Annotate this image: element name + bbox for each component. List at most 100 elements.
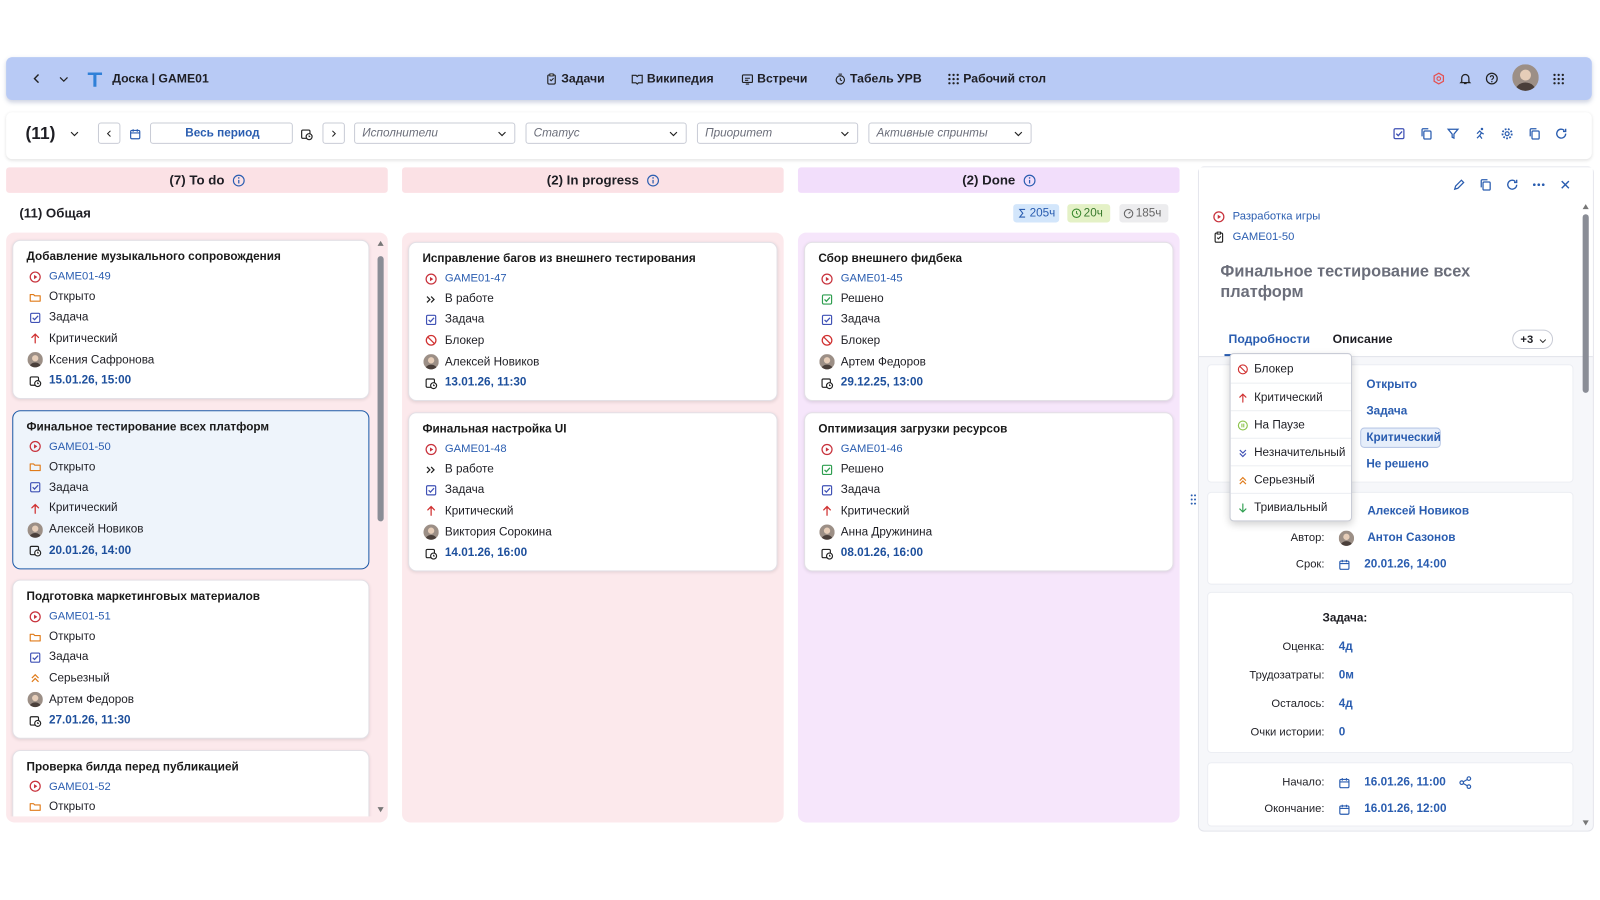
toolbar-action[interactable] bbox=[1500, 127, 1514, 141]
panel-action[interactable] bbox=[1505, 178, 1519, 192]
card-priority: Серьезный bbox=[48, 672, 110, 685]
badge-value: 20ч bbox=[1083, 207, 1103, 220]
scrollbar-thumb[interactable] bbox=[377, 256, 384, 522]
card-due: 13.01.26, 11:30 bbox=[444, 376, 527, 389]
task-card[interactable]: Добавление музыкального сопровождения GAM… bbox=[12, 239, 370, 399]
filter-select[interactable]: Статус bbox=[525, 122, 687, 144]
help-button[interactable] bbox=[1485, 71, 1499, 85]
prev-period-button[interactable] bbox=[97, 122, 121, 144]
scrollbar-thumb[interactable] bbox=[1582, 214, 1589, 393]
share-button[interactable] bbox=[1458, 776, 1472, 790]
filter-select[interactable]: Приоритет bbox=[696, 122, 859, 144]
icon-part bbox=[548, 72, 554, 76]
card-priority-icon bbox=[426, 505, 435, 516]
task-card[interactable]: Подготовка маркетинговых материалов GAME0… bbox=[12, 579, 370, 739]
panel-action[interactable] bbox=[1479, 178, 1493, 192]
dropdown-option[interactable]: На Паузе bbox=[1230, 410, 1352, 438]
history-button[interactable] bbox=[57, 72, 70, 85]
task-card[interactable]: Оптимизация загрузки ресурсов GAME01-46 Ре… bbox=[804, 412, 1174, 572]
card-status: Открыто bbox=[48, 291, 96, 304]
start-value: 16.01.26, 11:00 bbox=[1364, 776, 1446, 789]
filter-select[interactable]: Исполнители bbox=[354, 122, 516, 144]
column-header: (7) To do bbox=[6, 167, 388, 193]
apps-button[interactable] bbox=[1552, 72, 1565, 85]
icon-part bbox=[1237, 363, 1248, 374]
info-icon[interactable] bbox=[232, 173, 246, 187]
bell-button[interactable] bbox=[1458, 71, 1472, 85]
project-link: Разработка игры bbox=[1232, 210, 1321, 223]
card-status-icon bbox=[426, 295, 435, 303]
icon-part bbox=[1480, 179, 1488, 188]
icon-part bbox=[1482, 181, 1491, 191]
dropdown-option[interactable]: Тривиальный bbox=[1230, 492, 1352, 521]
filter-select[interactable]: Активные спринты bbox=[868, 122, 1032, 144]
task-card[interactable]: Исправление багов из внешнего тестирован… bbox=[408, 241, 778, 402]
icon-part bbox=[427, 527, 434, 535]
task-card[interactable]: Финальная настройка UI GAME01-48 В работе З… bbox=[408, 412, 778, 572]
task-card[interactable]: Финальное тестирование всех платформ GAME… bbox=[12, 409, 370, 569]
icon-part bbox=[308, 134, 310, 137]
info-icon[interactable] bbox=[1022, 173, 1036, 187]
nav-item[interactable]: Табель УРВ bbox=[832, 67, 924, 89]
period-history-button[interactable] bbox=[299, 127, 313, 140]
nav-icon bbox=[947, 73, 959, 84]
icon-part bbox=[1023, 174, 1036, 187]
icon-part bbox=[956, 73, 959, 76]
icon-part bbox=[27, 352, 43, 368]
icon-part bbox=[29, 652, 40, 663]
dropdown-option[interactable]: Критический bbox=[1230, 382, 1352, 411]
scrollbar-down bbox=[1582, 820, 1589, 826]
more-tabs-button[interactable]: +3 bbox=[1512, 329, 1554, 349]
icon-part bbox=[1453, 179, 1465, 191]
nav-icon bbox=[835, 73, 845, 85]
panel-action[interactable] bbox=[1532, 178, 1546, 192]
nav-item[interactable]: Рабочий стол bbox=[945, 67, 1057, 89]
card-priority-icon bbox=[30, 673, 39, 683]
card-assignee: Ксения Сафронова bbox=[48, 353, 155, 367]
drag-handle[interactable] bbox=[1186, 492, 1199, 505]
calendar-button[interactable] bbox=[128, 127, 141, 140]
dropdown-option[interactable]: Блокер bbox=[1231, 355, 1351, 383]
icon-part bbox=[1338, 804, 1350, 815]
icon-part bbox=[1339, 804, 1349, 809]
toolbar-action[interactable] bbox=[1554, 127, 1568, 141]
task-card[interactable]: Сбор внешнего фидбека GAME01-45 Решено Зада… bbox=[804, 241, 1174, 402]
icon-part bbox=[1339, 559, 1349, 564]
next-period-button[interactable] bbox=[322, 122, 345, 144]
nav-item[interactable]: Задачи bbox=[543, 67, 635, 89]
dropdown-option[interactable]: Незначительный bbox=[1230, 437, 1352, 466]
toolbar-action[interactable] bbox=[1392, 127, 1406, 141]
card-assignee-icon bbox=[27, 522, 43, 538]
icon-part bbox=[956, 77, 959, 80]
column-title: (7) To do bbox=[169, 171, 225, 188]
card-due-icon bbox=[425, 548, 437, 560]
icon-part bbox=[30, 333, 39, 344]
task-card[interactable]: Проверка билда перед публикацией GAME01-5… bbox=[12, 749, 370, 817]
count-dropdown[interactable] bbox=[68, 128, 80, 140]
nav-item[interactable]: Встречи bbox=[739, 67, 831, 89]
icon-part bbox=[59, 76, 68, 82]
board-title: Доска | GAME01 bbox=[112, 71, 209, 86]
icon-part bbox=[33, 274, 37, 279]
period-button[interactable]: Весь период bbox=[149, 122, 293, 144]
toolbar-action[interactable] bbox=[1419, 127, 1433, 141]
toolbar-action[interactable] bbox=[1473, 127, 1487, 141]
toolbar-action[interactable] bbox=[1527, 127, 1541, 141]
icon-part bbox=[1193, 493, 1196, 496]
nav-item[interactable]: Википедия bbox=[629, 67, 721, 89]
icon-part bbox=[1556, 128, 1567, 139]
icon-part bbox=[1339, 777, 1349, 782]
info-icon[interactable] bbox=[646, 173, 660, 187]
user-avatar[interactable] bbox=[1512, 64, 1539, 91]
back-button[interactable] bbox=[30, 71, 44, 85]
notification-badge[interactable] bbox=[1432, 71, 1446, 85]
toolbar-action[interactable] bbox=[1446, 127, 1460, 141]
icon-part bbox=[29, 633, 41, 642]
panel-action[interactable] bbox=[1452, 178, 1466, 192]
icon-part bbox=[1532, 183, 1536, 187]
panel-action[interactable] bbox=[1558, 178, 1572, 192]
dropdown-option[interactable]: Серьезный bbox=[1230, 465, 1352, 493]
card-due: 20.01.26, 14:00 bbox=[48, 544, 132, 557]
icon-part bbox=[36, 721, 39, 724]
